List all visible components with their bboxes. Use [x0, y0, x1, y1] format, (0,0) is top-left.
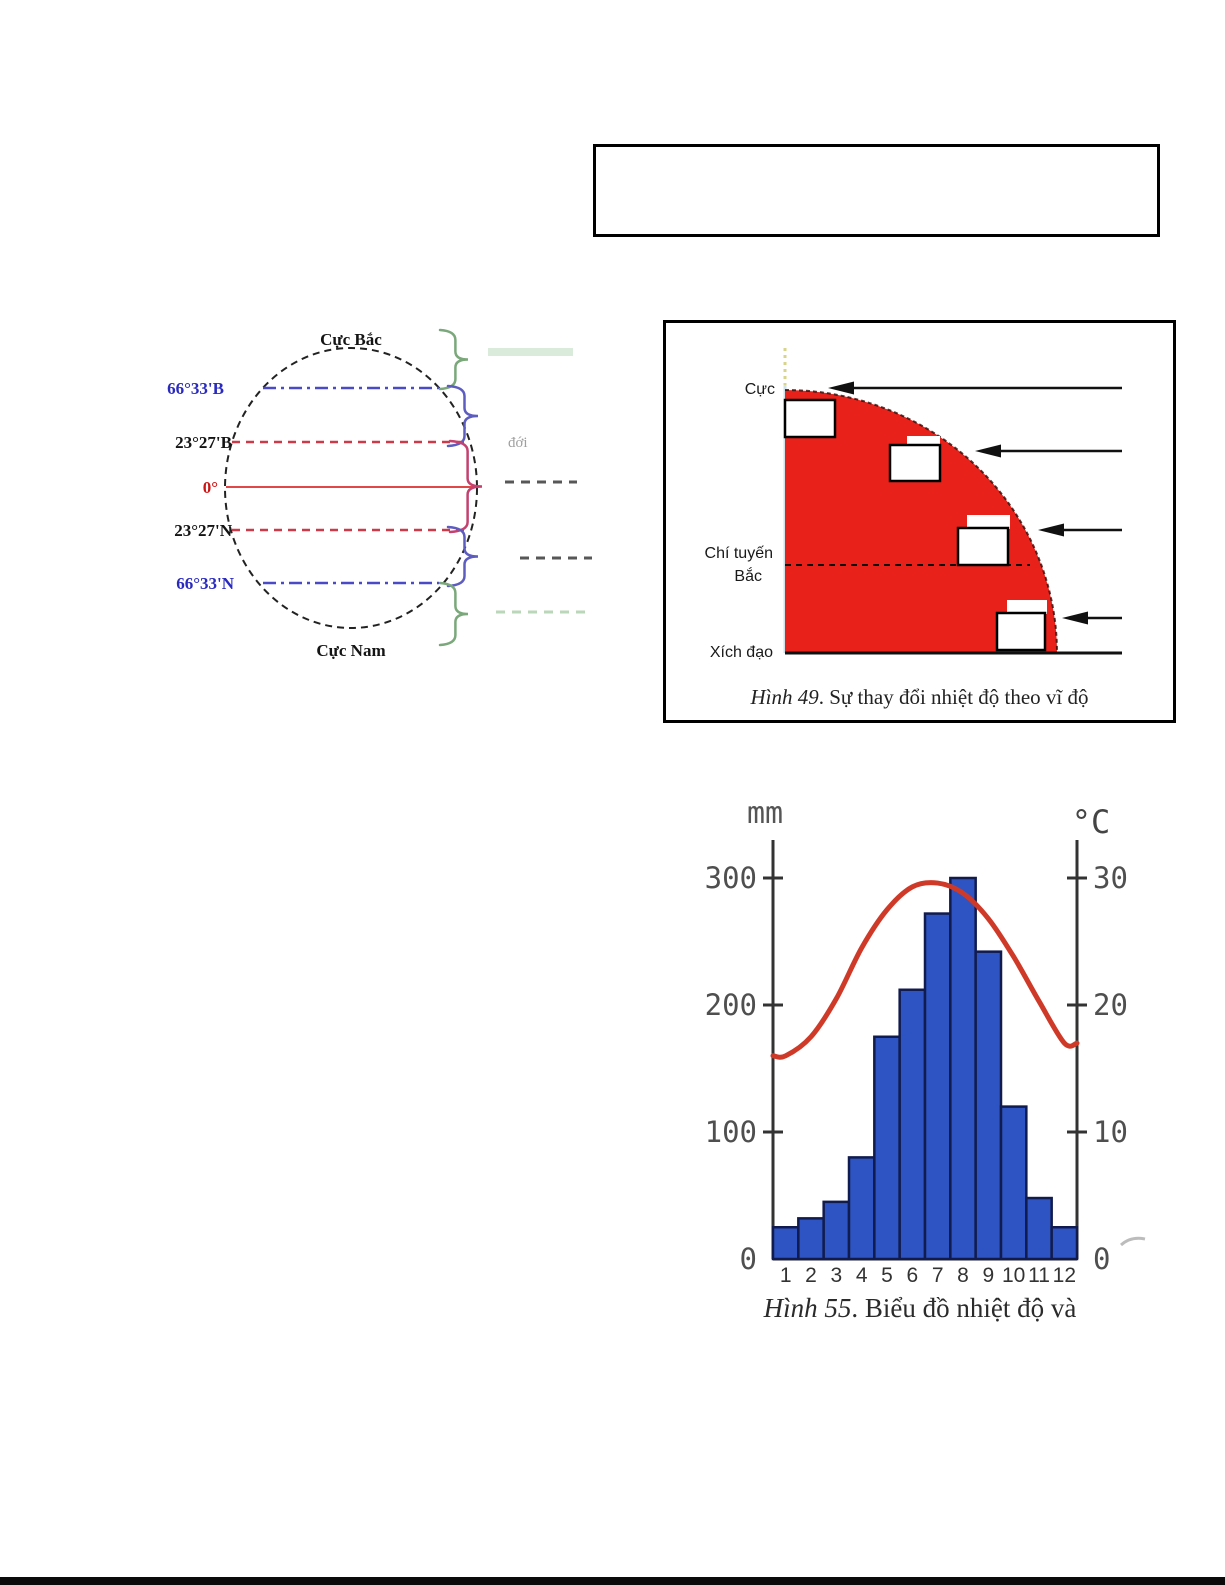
answer-box [593, 144, 1160, 237]
temperature-line [770, 880, 1080, 1060]
fig49-tropic-label-line2: Bắc [734, 566, 762, 585]
latitude-label-23N: 23°27'B [175, 433, 232, 452]
month-label-1: 1 [780, 1264, 792, 1287]
fig55-axis-ticks: 0 100 200 300 0 10 20 30 [705, 861, 1128, 1276]
month-label-4: 4 [856, 1264, 868, 1287]
north-pole-label: Cực Bắc [320, 330, 382, 349]
month-label-3: 3 [830, 1264, 842, 1287]
month-label-8: 8 [957, 1264, 969, 1287]
precip-bar-month-7 [923, 912, 952, 1261]
left-tick-label-0: 0 [740, 1242, 757, 1276]
fig49-blank-box-4 [995, 611, 1047, 652]
fig49-tropic-label-line1: Chí tuyến [705, 545, 773, 562]
left-tick-label-200: 200 [705, 988, 757, 1022]
precip-bar-month-10 [999, 1105, 1028, 1261]
right-tick-label-0: 0 [1093, 1242, 1110, 1276]
fig49-caption-text: . Sự thay đổi nhiệt độ theo vĩ độ [818, 685, 1089, 709]
month-label-12: 12 [1053, 1264, 1076, 1287]
erased-notch [907, 436, 940, 446]
right-tick-label-20: 20 [1093, 988, 1128, 1022]
fig49-equator-label: Xích đạo [710, 644, 773, 661]
figure-49-plot: Cực Chí tuyến Bắc Xích đạo [705, 348, 1122, 661]
precip-bar-month-2 [797, 1217, 825, 1261]
precip-bar-month-9 [974, 950, 1003, 1261]
precipitation-bars [771, 876, 1079, 1261]
fig49-blank-box-1 [783, 398, 837, 439]
fig49-caption-number: Hình 49 [750, 685, 819, 709]
right-tick-label-10: 10 [1093, 1115, 1128, 1149]
erased-zone-label-north-polar [488, 348, 573, 356]
latitude-label-equator: 0° [203, 478, 218, 497]
precip-bar-month-6 [898, 988, 927, 1261]
fig55-caption-text: . Biểu đồ nhiệt độ và [851, 1293, 1077, 1323]
precip-bar-month-4 [847, 1156, 876, 1261]
latitude-label-66S: 66°33'N [176, 574, 235, 593]
erased-notch [1007, 600, 1047, 614]
erased-notch [967, 515, 1010, 529]
brace-north-temperate-zone [446, 384, 479, 448]
fig49-arrowhead-1 [828, 381, 854, 395]
fig49-pole-label: Cực [745, 381, 775, 398]
brace-tropical-zone [448, 439, 483, 534]
latitude-label-66N: 66°33'B [167, 379, 224, 398]
left-tick-label-100: 100 [705, 1115, 757, 1149]
fig55-caption-number: Hình 55 [763, 1293, 852, 1323]
precip-bar-month-1 [771, 1226, 800, 1261]
fig55-stray-mark [1119, 1236, 1146, 1247]
erased-zone-label-fragment: đới [508, 435, 528, 451]
month-label-11: 11 [1028, 1264, 1050, 1287]
south-pole-label: Cực Nam [316, 641, 385, 660]
fig49-caption: Hình 49. Sự thay đổi nhiệt độ theo vĩ độ [666, 685, 1173, 710]
fig49-arrowhead-3 [1038, 523, 1064, 537]
right-tick-label-30: 30 [1093, 861, 1128, 895]
zone-braces [438, 328, 483, 647]
precip-bar-month-8 [949, 876, 977, 1261]
precip-bar-month-5 [873, 1035, 901, 1261]
month-label-6: 6 [906, 1264, 918, 1287]
fig55-unit-mm: mm [747, 796, 783, 831]
fig49-arrowhead-2 [975, 444, 1001, 458]
month-label-9: 9 [982, 1264, 994, 1287]
fig55-unit-celsius: °C [1072, 803, 1111, 841]
fig49-arrows [828, 381, 1122, 625]
month-label-5: 5 [881, 1264, 893, 1287]
fig49-red-area [785, 390, 1057, 653]
figure-49: Cực Chí tuyến Bắc Xích đạo Hình 49. Sự t… [663, 320, 1176, 723]
globe-latitude-diagram: Cực Bắc Cực Nam 66°33'B 23°27'B 0° 23°27… [167, 328, 592, 660]
precip-bar-month-3 [822, 1200, 851, 1261]
precip-bar-month-11 [1025, 1196, 1053, 1261]
fig55-caption: Hình 55. Biểu đồ nhiệt độ và [690, 1293, 1150, 1324]
temperature-line-group [770, 880, 1080, 1060]
brace-north-polar-zone [438, 328, 469, 391]
month-labels: 1 2 3 4 5 6 7 8 9 10 11 12 [780, 1264, 1076, 1287]
left-tick-label-300: 300 [705, 861, 757, 895]
brace-south-polar-zone [438, 581, 469, 647]
page-bottom-rule [0, 1577, 1225, 1585]
month-label-7: 7 [932, 1264, 944, 1287]
month-label-2: 2 [805, 1264, 817, 1287]
brace-south-temperate-zone [446, 525, 479, 588]
month-label-10: 10 [1002, 1264, 1025, 1287]
fig49-blank-box-2 [888, 443, 942, 483]
precip-bar-month-12 [1050, 1226, 1079, 1261]
fig49-arrowhead-4 [1062, 611, 1088, 625]
fig49-blank-box-3 [956, 526, 1010, 567]
fig49-curve-edge [784, 389, 1058, 654]
latitude-label-23S: 23°27'N [174, 521, 233, 540]
